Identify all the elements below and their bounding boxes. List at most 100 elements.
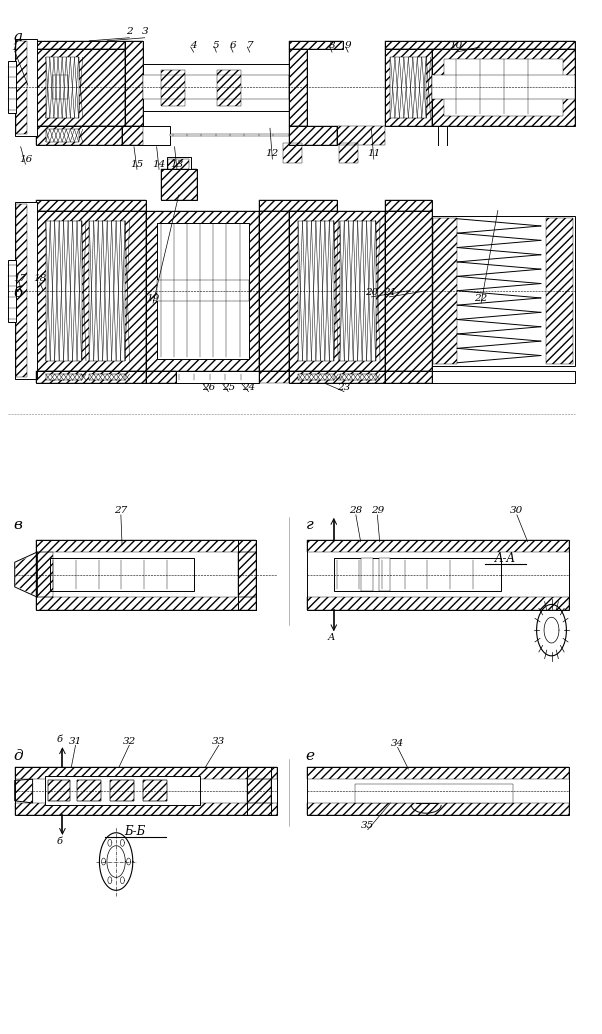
Text: 16: 16 — [19, 155, 32, 163]
Bar — [367, 786, 504, 796]
Bar — [298, 221, 334, 361]
Bar — [307, 803, 569, 815]
Bar — [146, 211, 259, 371]
Bar — [432, 49, 576, 126]
Bar — [157, 223, 249, 359]
Bar — [36, 126, 122, 145]
Bar — [307, 540, 569, 552]
Bar — [307, 767, 569, 780]
Bar — [125, 40, 143, 126]
Bar — [247, 780, 271, 803]
Bar — [146, 211, 259, 371]
Bar — [77, 781, 101, 801]
Text: 24: 24 — [242, 383, 255, 392]
Bar — [36, 49, 125, 126]
Text: г: г — [306, 518, 314, 533]
Text: 25: 25 — [222, 383, 235, 392]
Bar — [110, 781, 134, 801]
Text: 15: 15 — [131, 159, 144, 169]
Bar — [289, 49, 307, 126]
Text: 19: 19 — [146, 295, 160, 303]
Text: б: б — [13, 285, 23, 300]
Bar — [289, 371, 385, 384]
Text: 34: 34 — [391, 738, 405, 748]
Text: 10: 10 — [450, 41, 463, 51]
Bar — [259, 211, 289, 371]
Text: 8: 8 — [329, 41, 335, 51]
Text: 21: 21 — [383, 288, 396, 298]
Bar — [432, 49, 576, 126]
Bar — [289, 40, 343, 49]
Text: 7: 7 — [246, 41, 253, 51]
Bar — [385, 40, 576, 49]
Bar — [385, 211, 432, 371]
Bar — [168, 159, 190, 170]
Text: 14: 14 — [152, 159, 166, 169]
Bar — [143, 64, 289, 111]
Bar — [339, 143, 358, 163]
Text: 5: 5 — [213, 41, 220, 51]
Text: 2: 2 — [126, 27, 132, 36]
Bar — [337, 126, 385, 145]
Bar — [46, 129, 78, 142]
Bar — [289, 40, 343, 49]
Text: Б-Б: Б-Б — [125, 825, 146, 839]
Bar — [36, 40, 125, 49]
Bar — [259, 201, 337, 211]
Bar — [122, 126, 143, 145]
Text: в: в — [13, 518, 22, 533]
Text: 27: 27 — [114, 507, 128, 515]
Bar — [170, 134, 289, 136]
Text: д: д — [13, 749, 23, 763]
Bar — [433, 218, 458, 364]
Bar — [307, 767, 569, 815]
Bar — [289, 211, 385, 371]
Bar — [36, 371, 146, 384]
Text: 17: 17 — [13, 274, 26, 283]
Bar — [385, 49, 432, 126]
Bar — [283, 143, 302, 163]
Bar — [48, 781, 70, 801]
Bar — [157, 280, 249, 301]
Text: A-A: A-A — [494, 551, 515, 565]
Bar — [14, 767, 277, 780]
Bar — [368, 787, 503, 795]
Bar — [385, 201, 432, 211]
Bar — [46, 374, 81, 381]
Bar — [385, 371, 432, 384]
Bar — [417, 788, 436, 801]
Bar — [307, 598, 569, 610]
Bar — [176, 371, 259, 384]
Bar — [14, 767, 277, 815]
Text: 29: 29 — [371, 507, 384, 515]
Bar — [14, 203, 37, 379]
Text: 31: 31 — [69, 736, 82, 746]
Bar — [36, 126, 122, 145]
Bar — [161, 69, 185, 105]
Bar — [36, 211, 146, 371]
Bar — [167, 157, 191, 170]
Bar — [36, 40, 125, 49]
Bar — [146, 371, 176, 384]
Bar — [391, 57, 426, 118]
Bar — [161, 170, 197, 201]
Text: 28: 28 — [349, 507, 362, 515]
Bar — [36, 211, 146, 371]
Bar — [125, 40, 143, 126]
Bar — [334, 558, 501, 591]
Bar — [36, 552, 54, 598]
Bar — [77, 781, 101, 801]
Text: 32: 32 — [123, 736, 136, 746]
Text: 20: 20 — [365, 288, 378, 298]
Bar — [238, 552, 256, 598]
Bar — [36, 598, 256, 610]
Bar — [122, 126, 170, 145]
Text: 11: 11 — [367, 150, 380, 158]
Bar — [16, 40, 26, 134]
Bar — [355, 785, 513, 803]
Bar — [247, 767, 271, 815]
Bar — [46, 221, 81, 361]
Bar — [51, 558, 194, 591]
Bar — [14, 803, 277, 815]
Bar — [36, 49, 125, 126]
